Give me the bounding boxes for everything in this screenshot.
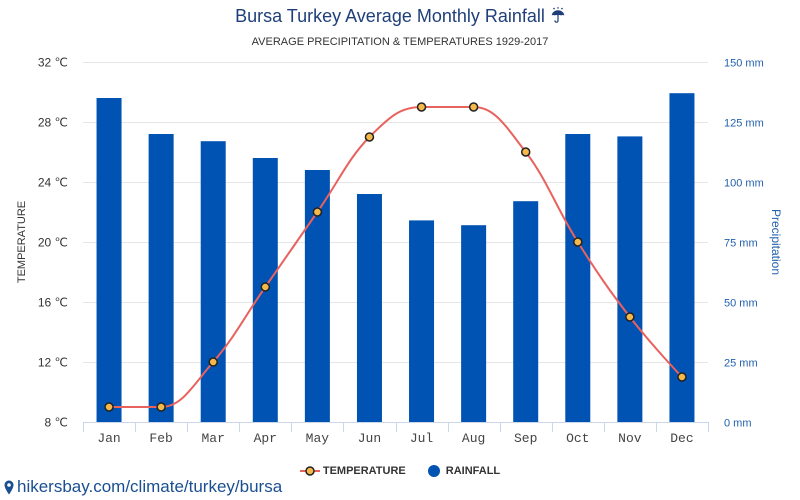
rainfall-bar-nov[interactable] (617, 136, 643, 422)
chart-title: Bursa Turkey Average Monthly Rainfall (0, 4, 800, 28)
y-tick-label-right: 0 mm (724, 418, 752, 430)
x-tick-label-aug: Aug (462, 431, 485, 446)
x-tick-label-nov: Nov (618, 431, 642, 446)
x-tick-label-oct: Oct (566, 431, 589, 446)
x-tick-label-jul: Jul (410, 431, 434, 446)
x-tick-label-feb: Feb (149, 431, 172, 446)
legend-item-rainfall[interactable]: RAINFALL (427, 463, 501, 479)
chart-title-text: Bursa Turkey Average Monthly Rainfall (235, 6, 545, 26)
y-tick-label-left: 24 ℃ (38, 176, 68, 190)
temperature-point-apr[interactable] (260, 282, 271, 292)
y-axis-right: 0 mm 25 mm 50 mm 75 mm 100 mm 125 mm 150 mm (724, 58, 764, 430)
umbrella-rain-icon (551, 7, 565, 23)
legend-label-rainfall: RAINFALL (445, 465, 501, 477)
y-tick-label-right: 75 mm (724, 238, 758, 250)
y-tick-label-left: 8 ℃ (45, 416, 68, 430)
x-tick-label-dec: Dec (670, 431, 693, 446)
footer-link-text: hikersbay.com/climate/turkey/bursa (17, 477, 283, 496)
rainfall-bar-jun[interactable] (356, 194, 382, 422)
x-tick-label-apr: Apr (254, 431, 277, 446)
y-tick-label-left: 28 ℃ (38, 116, 68, 130)
temperature-point-may[interactable] (312, 207, 323, 217)
legend: TEMPERATURE RAINFALL (0, 463, 800, 479)
y-tick-label-right: 100 mm (724, 178, 764, 190)
x-tick-label-jan: Jan (97, 431, 120, 446)
y-tick-label-left: 20 ℃ (38, 236, 68, 250)
rainfall-bar-jan[interactable] (96, 98, 122, 422)
y-tick-label-left: 16 ℃ (38, 296, 68, 310)
y-tick-label-right: 150 mm (724, 58, 764, 70)
legend-item-temperature[interactable]: TEMPERATURE (299, 463, 406, 479)
location-pin-icon (4, 480, 14, 494)
y-axis-title-left: TEMPERATURE (16, 201, 28, 283)
y-tick-label-left: 32 ℃ (38, 56, 68, 70)
temperature-point-mar[interactable] (208, 357, 218, 367)
temperature-series (104, 102, 687, 412)
rainfall-bar-aug[interactable] (461, 225, 487, 422)
temperature-point-feb[interactable] (156, 402, 166, 412)
temperature-point-jul[interactable] (416, 102, 427, 112)
rainfall-bar-mar[interactable] (200, 141, 226, 422)
temperature-point-jan[interactable] (104, 402, 114, 412)
rainfall-bars (96, 93, 695, 422)
temperature-point-jun[interactable] (364, 132, 375, 142)
y-axis-left: 8 ℃ 12 ℃ 16 ℃ 20 ℃ 24 ℃ 28 ℃ 32 ℃ (38, 56, 68, 430)
rainfall-bar-jul[interactable] (409, 220, 435, 422)
x-tick-label-mar: Mar (202, 431, 225, 446)
temperature-point-aug[interactable] (468, 102, 479, 112)
temperature-point-dec[interactable] (677, 372, 687, 382)
x-axis: Jan Feb Mar Apr May Jun Jul Aug Sep Oct Nov Dec (83, 422, 709, 446)
temperature-point-nov[interactable] (625, 312, 635, 322)
y-tick-label-right: 25 mm (724, 358, 758, 370)
x-tick-label-may: May (306, 431, 330, 446)
y-tick-label-right: 125 mm (724, 118, 764, 130)
footer-link[interactable]: hikersbay.com/climate/turkey/bursa (4, 478, 282, 496)
x-tick-label-sep: Sep (514, 431, 537, 446)
x-tick-label-jun: Jun (358, 431, 381, 446)
rainfall-bar-sep[interactable] (513, 201, 539, 422)
rainfall-bar-feb[interactable] (148, 134, 174, 422)
circle-icon (427, 465, 440, 477)
gridlines (83, 62, 708, 423)
y-tick-label-right: 50 mm (724, 298, 758, 310)
temperature-point-sep[interactable] (520, 147, 531, 157)
chart-subtitle: AVERAGE PRECIPITATION & TEMPERATURES 192… (251, 36, 549, 48)
legend-label-temperature: TEMPERATURE (322, 465, 406, 477)
rainfall-bar-oct[interactable] (565, 134, 591, 422)
y-axis-title-right: Precipitation (769, 209, 783, 275)
line-marker-icon (299, 466, 320, 476)
temperature-point-oct[interactable] (573, 237, 583, 247)
y-tick-label-left: 12 ℃ (38, 356, 68, 370)
